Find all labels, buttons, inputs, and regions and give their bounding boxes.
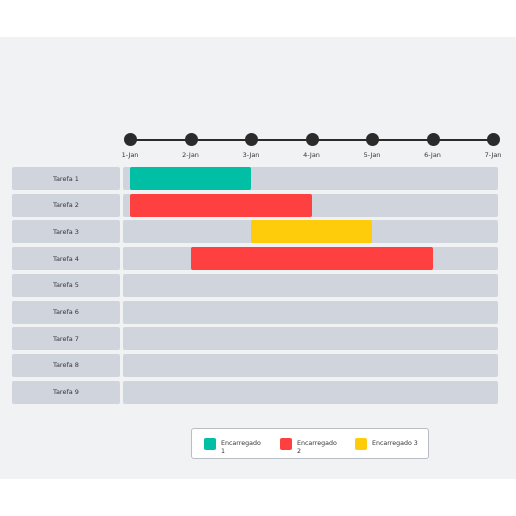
- date-tick-label: 6-Jan: [424, 151, 441, 159]
- task-label: Tarefa 4: [12, 247, 120, 271]
- legend-swatch: [355, 438, 367, 450]
- task-label: Tarefa 7: [12, 327, 120, 351]
- legend-label: Encarregado 3: [372, 440, 418, 447]
- gantt-bar[interactable]: [130, 193, 312, 217]
- timeline-dot: [245, 133, 258, 146]
- task-row-track: [123, 273, 498, 297]
- date-tick-label: 5-Jan: [363, 151, 381, 159]
- timeline-dot: [124, 133, 137, 146]
- legend-swatch: [204, 438, 216, 450]
- task-label: Tarefa 6: [12, 300, 120, 324]
- gantt-bar[interactable]: [251, 220, 372, 244]
- task-label: Tarefa 8: [12, 353, 120, 377]
- timeline-dot: [366, 133, 379, 146]
- date-tick-label: 7-Jan: [484, 151, 502, 159]
- task-row-track: [123, 380, 498, 404]
- timeline-dot: [426, 133, 440, 146]
- legend-label: Encarregado 2: [297, 440, 337, 455]
- timeline-dot: [305, 133, 319, 146]
- timeline-dot: [184, 133, 198, 146]
- task-row-track: [123, 353, 498, 377]
- task-label: Tarefa 3: [12, 220, 120, 244]
- task-label: Tarefa 9: [12, 380, 120, 404]
- task-row-track: [123, 327, 498, 351]
- legend-item: Encarregado 2: [280, 438, 339, 455]
- legend-item: Encarregado 1: [204, 438, 263, 455]
- date-tick-label: 2-Jan: [182, 151, 199, 159]
- timeline-dot: [487, 133, 500, 146]
- legend-swatch: [280, 438, 292, 450]
- legend-label: Encarregado 1: [221, 440, 261, 455]
- gantt-bar[interactable]: [190, 247, 433, 271]
- task-label: Tarefa 2: [12, 193, 120, 217]
- task-row-track: [123, 300, 498, 324]
- gantt-bar[interactable]: [130, 167, 251, 190]
- date-tick-label: 1-Jan: [121, 151, 139, 159]
- date-tick-label: 4-Jan: [303, 151, 320, 159]
- task-label: Tarefa 1: [12, 167, 120, 190]
- date-tick-label: 3-Jan: [242, 151, 260, 159]
- legend-item: Encarregado 3: [355, 438, 432, 450]
- legend: Encarregado 1 Encarregado 2 Encarregado 3: [191, 428, 429, 459]
- task-label: Tarefa 5: [12, 273, 120, 297]
